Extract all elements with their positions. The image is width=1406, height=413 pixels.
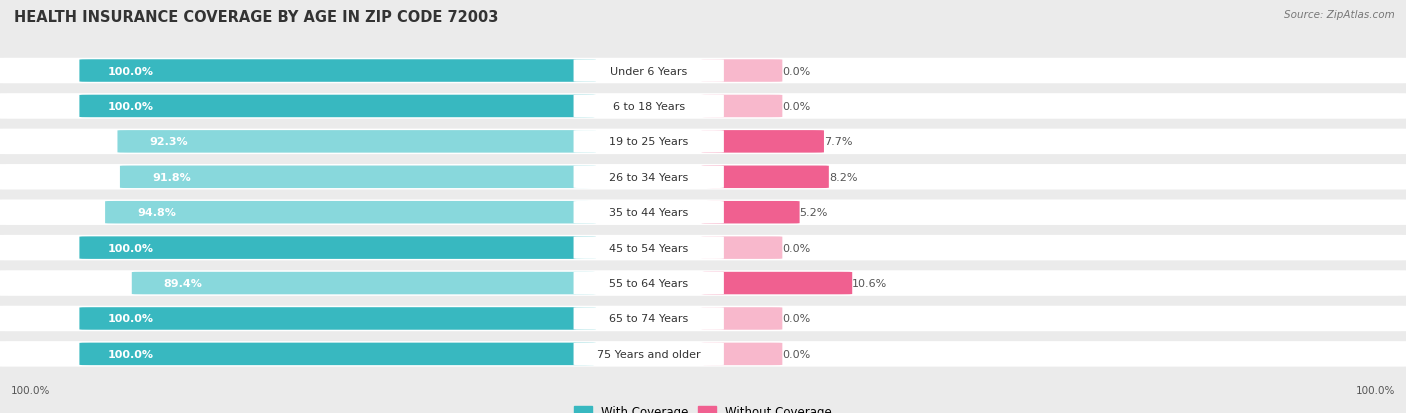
FancyBboxPatch shape — [574, 272, 724, 294]
FancyBboxPatch shape — [574, 343, 724, 365]
FancyBboxPatch shape — [79, 307, 596, 330]
Text: 94.8%: 94.8% — [138, 208, 176, 218]
FancyBboxPatch shape — [574, 60, 724, 83]
FancyBboxPatch shape — [702, 237, 782, 259]
Text: 6 to 18 Years: 6 to 18 Years — [613, 102, 685, 112]
FancyBboxPatch shape — [0, 235, 1406, 261]
FancyBboxPatch shape — [574, 95, 724, 118]
FancyBboxPatch shape — [79, 343, 596, 365]
Text: 100.0%: 100.0% — [11, 385, 51, 395]
Text: 100.0%: 100.0% — [107, 243, 153, 253]
Text: 45 to 54 Years: 45 to 54 Years — [609, 243, 689, 253]
FancyBboxPatch shape — [0, 341, 1406, 367]
FancyBboxPatch shape — [574, 202, 724, 224]
Text: 100.0%: 100.0% — [107, 66, 153, 76]
Text: 100.0%: 100.0% — [107, 102, 153, 112]
FancyBboxPatch shape — [574, 166, 724, 189]
FancyBboxPatch shape — [702, 131, 824, 153]
FancyBboxPatch shape — [702, 307, 782, 330]
FancyBboxPatch shape — [0, 129, 1406, 155]
Text: 5.2%: 5.2% — [800, 208, 828, 218]
FancyBboxPatch shape — [0, 165, 1406, 190]
Text: 35 to 44 Years: 35 to 44 Years — [609, 208, 689, 218]
Text: 8.2%: 8.2% — [828, 172, 858, 183]
Text: 92.3%: 92.3% — [149, 137, 188, 147]
FancyBboxPatch shape — [105, 202, 596, 224]
Text: 10.6%: 10.6% — [852, 278, 887, 288]
FancyBboxPatch shape — [0, 200, 1406, 225]
FancyBboxPatch shape — [79, 237, 596, 259]
FancyBboxPatch shape — [79, 60, 596, 83]
FancyBboxPatch shape — [702, 166, 828, 189]
Text: HEALTH INSURANCE COVERAGE BY AGE IN ZIP CODE 72003: HEALTH INSURANCE COVERAGE BY AGE IN ZIP … — [14, 10, 499, 25]
FancyBboxPatch shape — [702, 95, 782, 118]
Text: 26 to 34 Years: 26 to 34 Years — [609, 172, 689, 183]
Text: Source: ZipAtlas.com: Source: ZipAtlas.com — [1284, 10, 1395, 20]
Text: 75 Years and older: 75 Years and older — [598, 349, 700, 359]
Text: 0.0%: 0.0% — [782, 66, 811, 76]
Text: 100.0%: 100.0% — [1355, 385, 1395, 395]
Text: 19 to 25 Years: 19 to 25 Years — [609, 137, 689, 147]
FancyBboxPatch shape — [0, 94, 1406, 119]
Text: Under 6 Years: Under 6 Years — [610, 66, 688, 76]
FancyBboxPatch shape — [574, 307, 724, 330]
Text: 89.4%: 89.4% — [165, 278, 202, 288]
FancyBboxPatch shape — [702, 272, 852, 294]
FancyBboxPatch shape — [79, 95, 596, 118]
Text: 0.0%: 0.0% — [782, 349, 811, 359]
Text: 0.0%: 0.0% — [782, 314, 811, 324]
FancyBboxPatch shape — [132, 272, 596, 294]
FancyBboxPatch shape — [574, 237, 724, 259]
FancyBboxPatch shape — [0, 59, 1406, 84]
FancyBboxPatch shape — [120, 166, 596, 189]
Text: 0.0%: 0.0% — [782, 243, 811, 253]
FancyBboxPatch shape — [0, 271, 1406, 296]
FancyBboxPatch shape — [702, 343, 782, 365]
Text: 65 to 74 Years: 65 to 74 Years — [609, 314, 689, 324]
FancyBboxPatch shape — [118, 131, 596, 153]
Text: 55 to 64 Years: 55 to 64 Years — [609, 278, 689, 288]
FancyBboxPatch shape — [702, 202, 800, 224]
Text: 100.0%: 100.0% — [107, 314, 153, 324]
Text: 91.8%: 91.8% — [152, 172, 191, 183]
Legend: With Coverage, Without Coverage: With Coverage, Without Coverage — [569, 401, 837, 413]
FancyBboxPatch shape — [574, 131, 724, 153]
Text: 0.0%: 0.0% — [782, 102, 811, 112]
Text: 100.0%: 100.0% — [107, 349, 153, 359]
FancyBboxPatch shape — [0, 306, 1406, 331]
Text: 7.7%: 7.7% — [824, 137, 852, 147]
FancyBboxPatch shape — [702, 60, 782, 83]
